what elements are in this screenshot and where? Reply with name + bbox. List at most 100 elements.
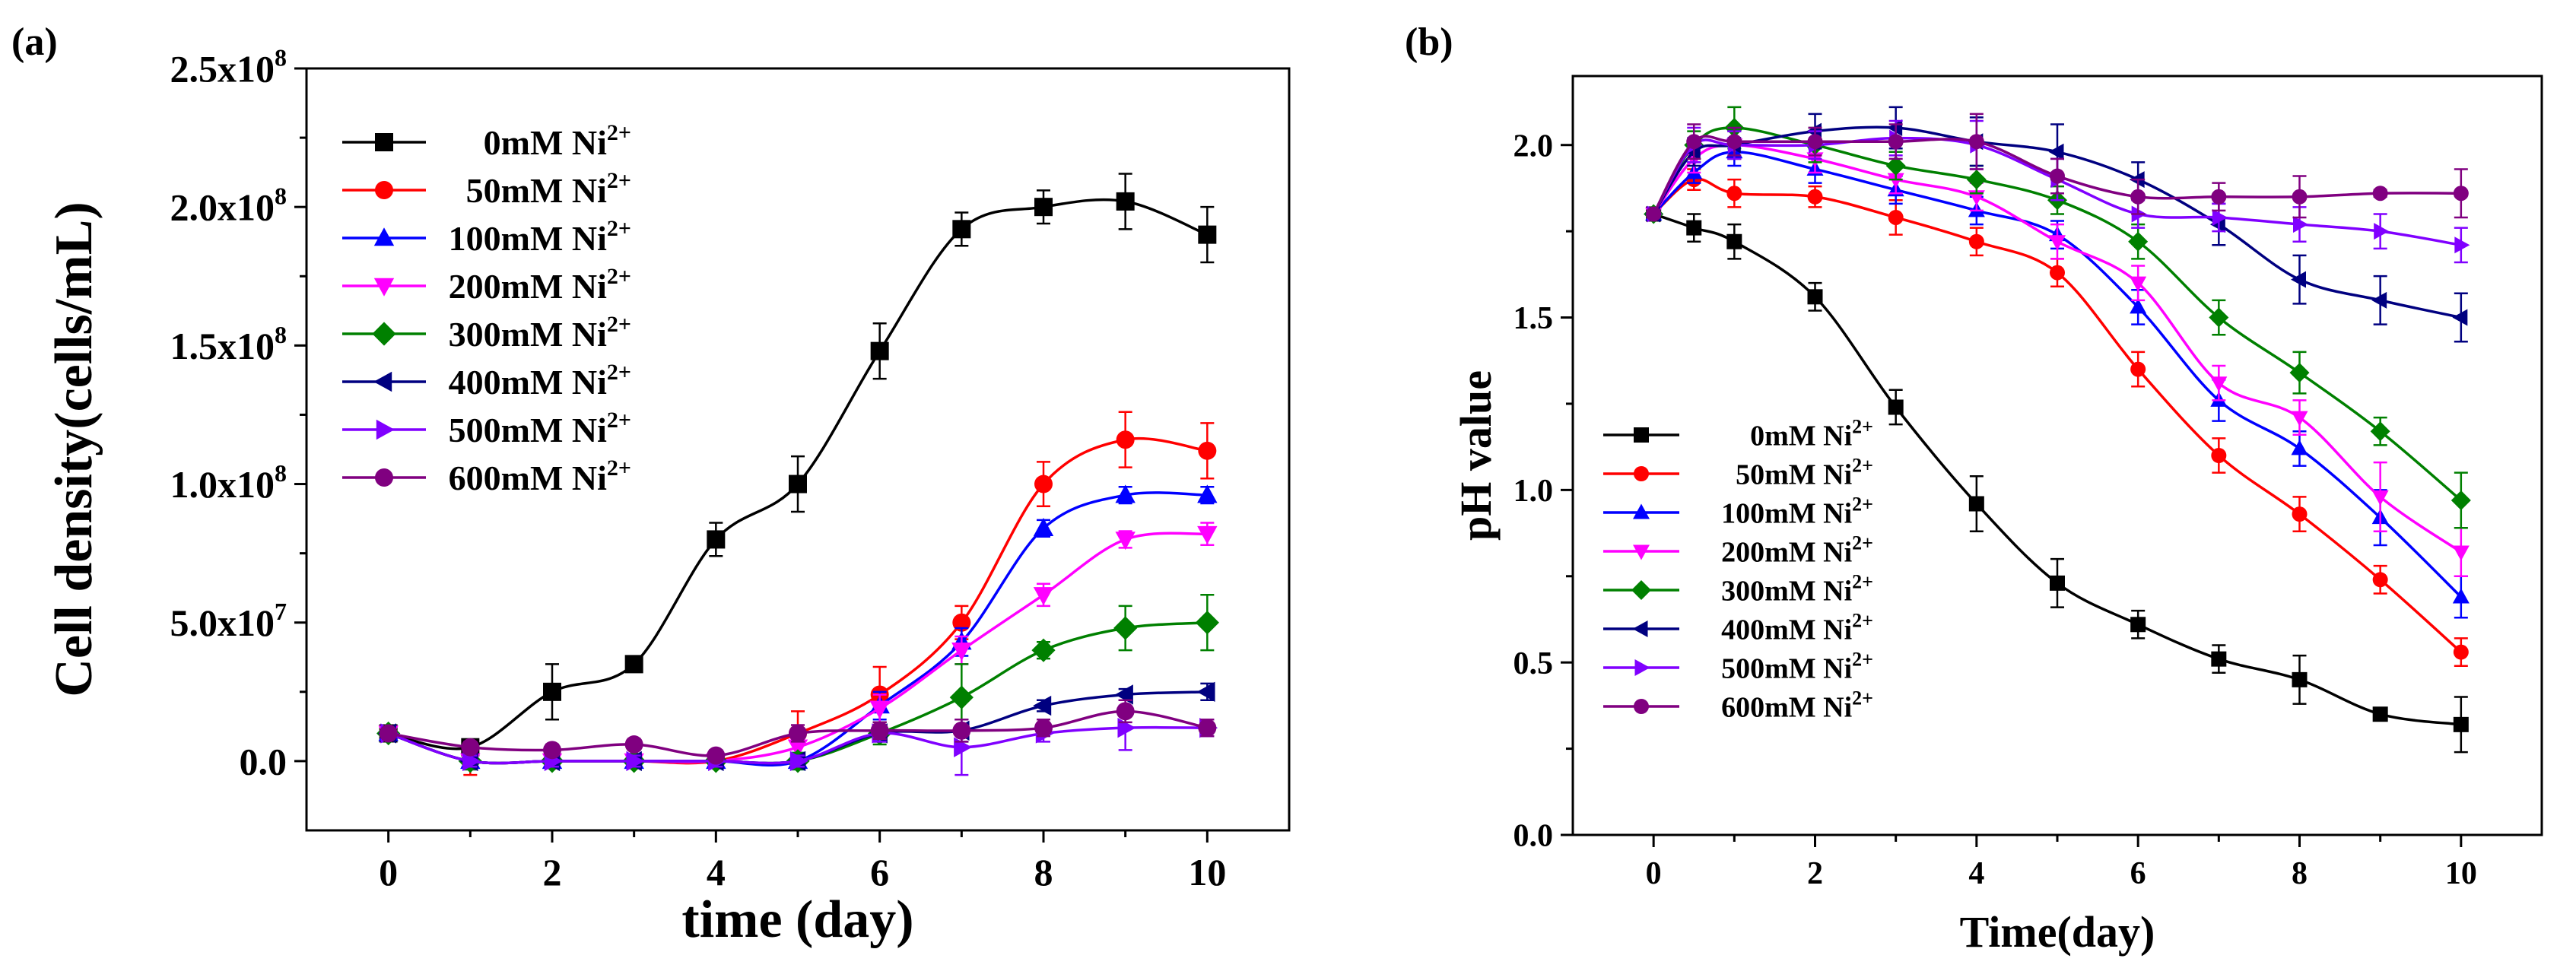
y-tick-label: 2.0: [1514, 129, 1554, 163]
legend-name: 0mM Ni: [1750, 420, 1852, 452]
legend-label: 0mM Ni2+: [1750, 415, 1873, 452]
data-point: [1888, 209, 1904, 225]
legend-superscript: 2+: [1852, 493, 1873, 515]
data-point: [951, 642, 972, 661]
x-tick-label: 0: [379, 851, 398, 893]
legend-superscript: 2+: [1852, 454, 1873, 476]
data-point: [2371, 291, 2387, 309]
x-tick-label: 2: [1807, 856, 1823, 891]
y-tick-mantissa: 2.0x10: [170, 186, 275, 229]
legend-superscript: 2+: [607, 120, 631, 145]
data-point: [1686, 220, 1702, 236]
legend-marker: [1634, 659, 1650, 676]
y-tick-label: 1.5x108: [170, 321, 287, 367]
data-point: [543, 682, 561, 701]
legend-label: 300mM Ni2+: [1721, 570, 1873, 607]
data-point: [1198, 719, 1217, 738]
data-point: [2130, 361, 2146, 377]
legend-marker: [1631, 580, 1651, 600]
y-tick-exponent: 8: [275, 182, 287, 210]
series-0mm-ni: [1646, 206, 2469, 754]
y-tick-label: 0.5: [1514, 646, 1554, 681]
legend-label: 0mM Ni2+: [484, 120, 631, 162]
legend-item-500mm-ni: 500mM Ni2+: [1603, 648, 1873, 684]
data-point: [1686, 134, 1702, 150]
y-tick-mantissa: 1.5: [1514, 301, 1554, 336]
legend-superscript: 2+: [1852, 609, 1873, 631]
legend-superscript: 2+: [607, 216, 631, 241]
y-tick-mantissa: 0.0: [240, 740, 287, 782]
legend-superscript: 2+: [607, 408, 631, 433]
legend-name: 300mM Ni: [449, 315, 607, 354]
y-tick-label: 1.0: [1514, 474, 1554, 509]
x-tick-label: 0: [1646, 856, 1662, 891]
legend-name: 200mM Ni: [449, 267, 607, 306]
data-point: [1116, 702, 1135, 721]
data-point: [1196, 681, 1215, 703]
data-point: [626, 751, 645, 772]
legend-superscript: 2+: [607, 312, 631, 337]
data-point: [1031, 638, 1056, 662]
data-point: [2291, 411, 2308, 427]
data-point: [2452, 309, 2468, 326]
data-point: [870, 341, 889, 360]
data-point: [462, 751, 481, 772]
data-point: [461, 738, 480, 757]
data-point: [2374, 223, 2390, 240]
legend-marker: [375, 181, 393, 199]
data-point: [1807, 134, 1823, 150]
data-point: [2212, 208, 2228, 226]
legend-label: 400mM Ni2+: [449, 360, 631, 401]
legend-marker: [373, 227, 395, 246]
data-point: [2453, 186, 2469, 202]
y-tick-exponent: 8: [275, 44, 287, 71]
data-point: [2293, 216, 2308, 233]
data-point: [1116, 192, 1135, 211]
data-point: [2130, 298, 2147, 314]
legend-name: 300mM Ni: [1721, 575, 1852, 607]
data-point: [2049, 235, 2066, 251]
data-point: [2292, 189, 2308, 205]
data-point: [2289, 363, 2310, 383]
y-tick-mantissa: 1.0x10: [170, 463, 275, 506]
legend-name: 400mM Ni: [1721, 614, 1852, 646]
y-tick-mantissa: 0.5: [1514, 646, 1554, 681]
data-point: [624, 655, 643, 674]
data-point: [1033, 587, 1054, 606]
legend-label: 200mM Ni2+: [449, 264, 631, 306]
x-axis: 0 2 4 6 8 10: [379, 830, 1226, 893]
data-point: [2292, 506, 2308, 522]
legend-item-600mm-ni: 600mM Ni2+: [1603, 687, 1873, 723]
legend-item-500mm-ni: 500mM Ni2+: [342, 408, 631, 449]
data-point: [1114, 684, 1133, 705]
y-tick-mantissa: 0.0: [1514, 819, 1554, 854]
x-tick-label: 8: [2292, 856, 2308, 891]
data-point: [1116, 430, 1135, 449]
data-point: [2128, 231, 2149, 252]
legend-label: 400mM Ni2+: [1721, 609, 1873, 646]
legend-marker: [372, 322, 396, 346]
x-axis-label: Time(day): [1960, 907, 2155, 957]
data-point: [1195, 611, 1219, 635]
data-point: [2291, 271, 2306, 288]
legend-marker: [1634, 466, 1649, 481]
legend-marker: [373, 371, 392, 392]
x-tick-label: 2: [543, 851, 562, 893]
data-point: [952, 613, 971, 632]
x-tick-label: 10: [2445, 856, 2477, 891]
y-tick-label: 0.0: [1514, 819, 1554, 854]
legend-superscript: 2+: [1852, 687, 1873, 709]
legend: 0mM Ni2+50mM Ni2+100mM Ni2+200mM Ni2+300…: [1603, 415, 1873, 723]
data-point: [789, 474, 807, 494]
data-point: [2372, 706, 2388, 722]
legend-item-300mm-ni: 300mM Ni2+: [1603, 570, 1873, 607]
legend-item-400mm-ni: 400mM Ni2+: [342, 360, 631, 401]
legend-superscript: 2+: [1852, 532, 1873, 554]
data-point: [1646, 206, 1662, 222]
legend-label: 100mM Ni2+: [1721, 493, 1873, 529]
data-point: [2130, 189, 2146, 205]
legend-label: 50mM Ni2+: [1736, 454, 1873, 490]
data-point: [1885, 155, 1906, 176]
data-point: [870, 721, 889, 740]
